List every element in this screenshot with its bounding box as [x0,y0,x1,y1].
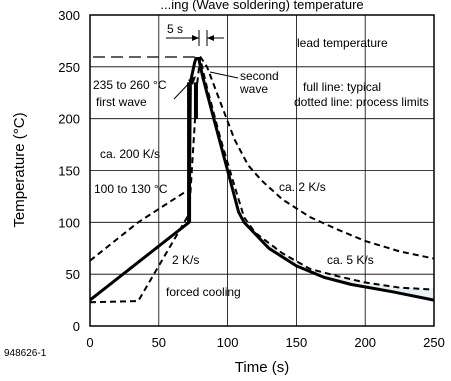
series-solid [89,57,435,302]
forced-cooling-label: forced cooling [166,285,241,299]
chart-title: ...ing (Wave soldering) temperature [160,0,363,12]
x-tick-label: 200 [354,335,376,350]
y-tick-label: 0 [73,319,80,334]
rate-200-label: ca. 200 K/s [100,147,160,161]
first-wave-label: first wave [96,95,147,109]
x-tick-label: 0 [86,335,93,350]
figure-id: 948626-1 [4,348,47,359]
y-axis-label: Temperature (°C) [11,112,28,227]
y-tick-label: 50 [66,267,80,282]
first-wave-arrowhead [188,76,196,85]
second-wave-label-1: second [240,69,279,83]
y-tick-label: 300 [58,8,80,23]
y-tick-label: 200 [58,112,80,127]
second-wave-pointer [209,71,239,79]
y-tick-label: 100 [58,215,80,230]
grid [89,14,435,327]
y-tick-labels: 0 50 100 150 200 250 300 [58,8,80,334]
dotted-line-legend: dotted line: process limits [294,95,429,109]
rate-2-right-label: ca. 2 K/s [279,180,326,194]
rate-2-left-label: 2 K/s [172,253,199,267]
cooling-band [244,217,434,301]
x-tick-label: 100 [217,335,239,350]
x-axis-label: Time (s) [235,359,289,376]
peak-range-label: 235 to 260 °C [93,78,167,92]
five-s-label: 5 s [167,22,183,36]
x-tick-label: 50 [152,335,166,350]
five-second-marker [166,30,224,46]
series-dashed-upper [199,55,435,260]
x-tick-labels: 0 50 100 150 200 250 [86,335,444,350]
series-dashed-lower [89,57,435,304]
y-tick-label: 150 [58,164,80,179]
second-wave-label-2: wave [239,82,268,96]
series-layer [89,55,435,304]
x-tick-label: 150 [286,335,308,350]
preheat-range-label: 100 to 130 °C [94,182,168,196]
full-line-legend: full line: typical [303,80,381,94]
shaded-band [244,217,434,301]
rate-5-label: ca. 5 K/s [327,253,374,267]
y-tick-label: 250 [58,60,80,75]
series-dashed-preheat [89,190,187,262]
lead-temperature-label: lead temperature [297,36,388,50]
x-tick-label: 250 [423,335,445,350]
plot-frame [89,14,435,327]
